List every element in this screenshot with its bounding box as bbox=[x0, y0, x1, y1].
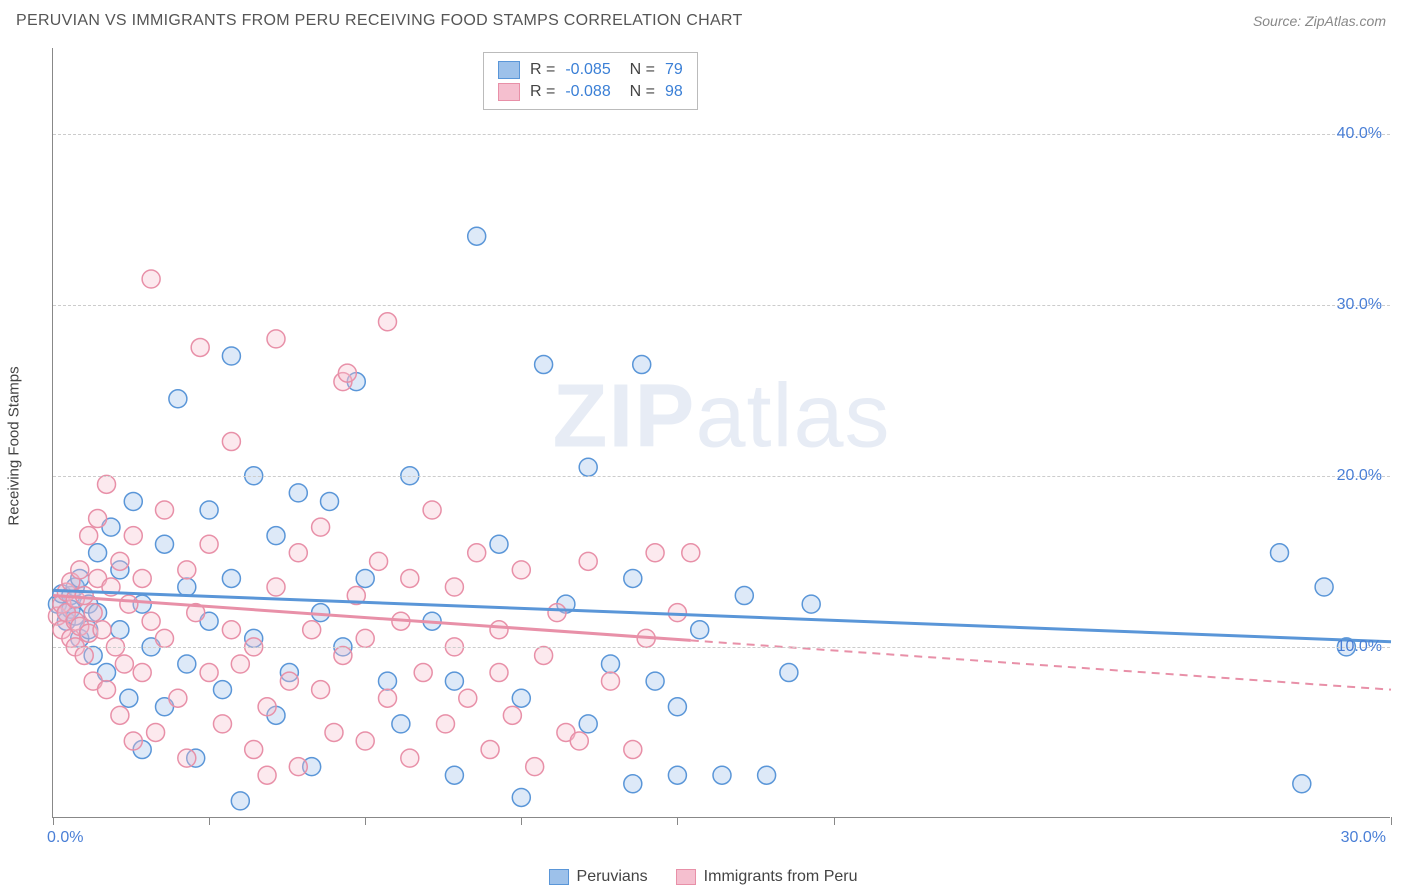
legend-row-immigrants: R = -0.088 N = 98 bbox=[498, 81, 683, 103]
legend-swatch-icon bbox=[676, 869, 696, 885]
x-tick-label: 0.0% bbox=[47, 829, 83, 847]
y-tick-label: 40.0% bbox=[1337, 125, 1382, 143]
correlation-legend: R = -0.085 N = 79 R = -0.088 N = 98 bbox=[483, 52, 698, 110]
series-legend: Peruvians Immigrants from Peru bbox=[0, 868, 1406, 886]
legend-label: Immigrants from Peru bbox=[704, 868, 858, 886]
y-axis-label: Receiving Food Stamps bbox=[6, 366, 23, 525]
legend-swatch-icon bbox=[549, 869, 569, 885]
y-tick-label: 10.0% bbox=[1337, 638, 1382, 656]
scatter-svg bbox=[53, 48, 1390, 817]
legend-row-peruvians: R = -0.085 N = 79 bbox=[498, 59, 683, 81]
legend-label: Peruvians bbox=[577, 868, 648, 886]
legend-item-immigrants: Immigrants from Peru bbox=[676, 868, 858, 886]
legend-item-peruvians: Peruvians bbox=[549, 868, 648, 886]
y-tick-label: 30.0% bbox=[1337, 296, 1382, 314]
y-tick-label: 20.0% bbox=[1337, 467, 1382, 485]
chart-plot-area: ZIPatlas R = -0.085 N = 79 R = -0.088 N … bbox=[52, 48, 1390, 818]
legend-swatch-peruvians bbox=[498, 61, 520, 79]
chart-title: PERUVIAN VS IMMIGRANTS FROM PERU RECEIVI… bbox=[16, 12, 743, 30]
legend-swatch-immigrants bbox=[498, 83, 520, 101]
x-tick-label: 30.0% bbox=[1341, 829, 1386, 847]
source-attribution: Source: ZipAtlas.com bbox=[1253, 13, 1386, 29]
